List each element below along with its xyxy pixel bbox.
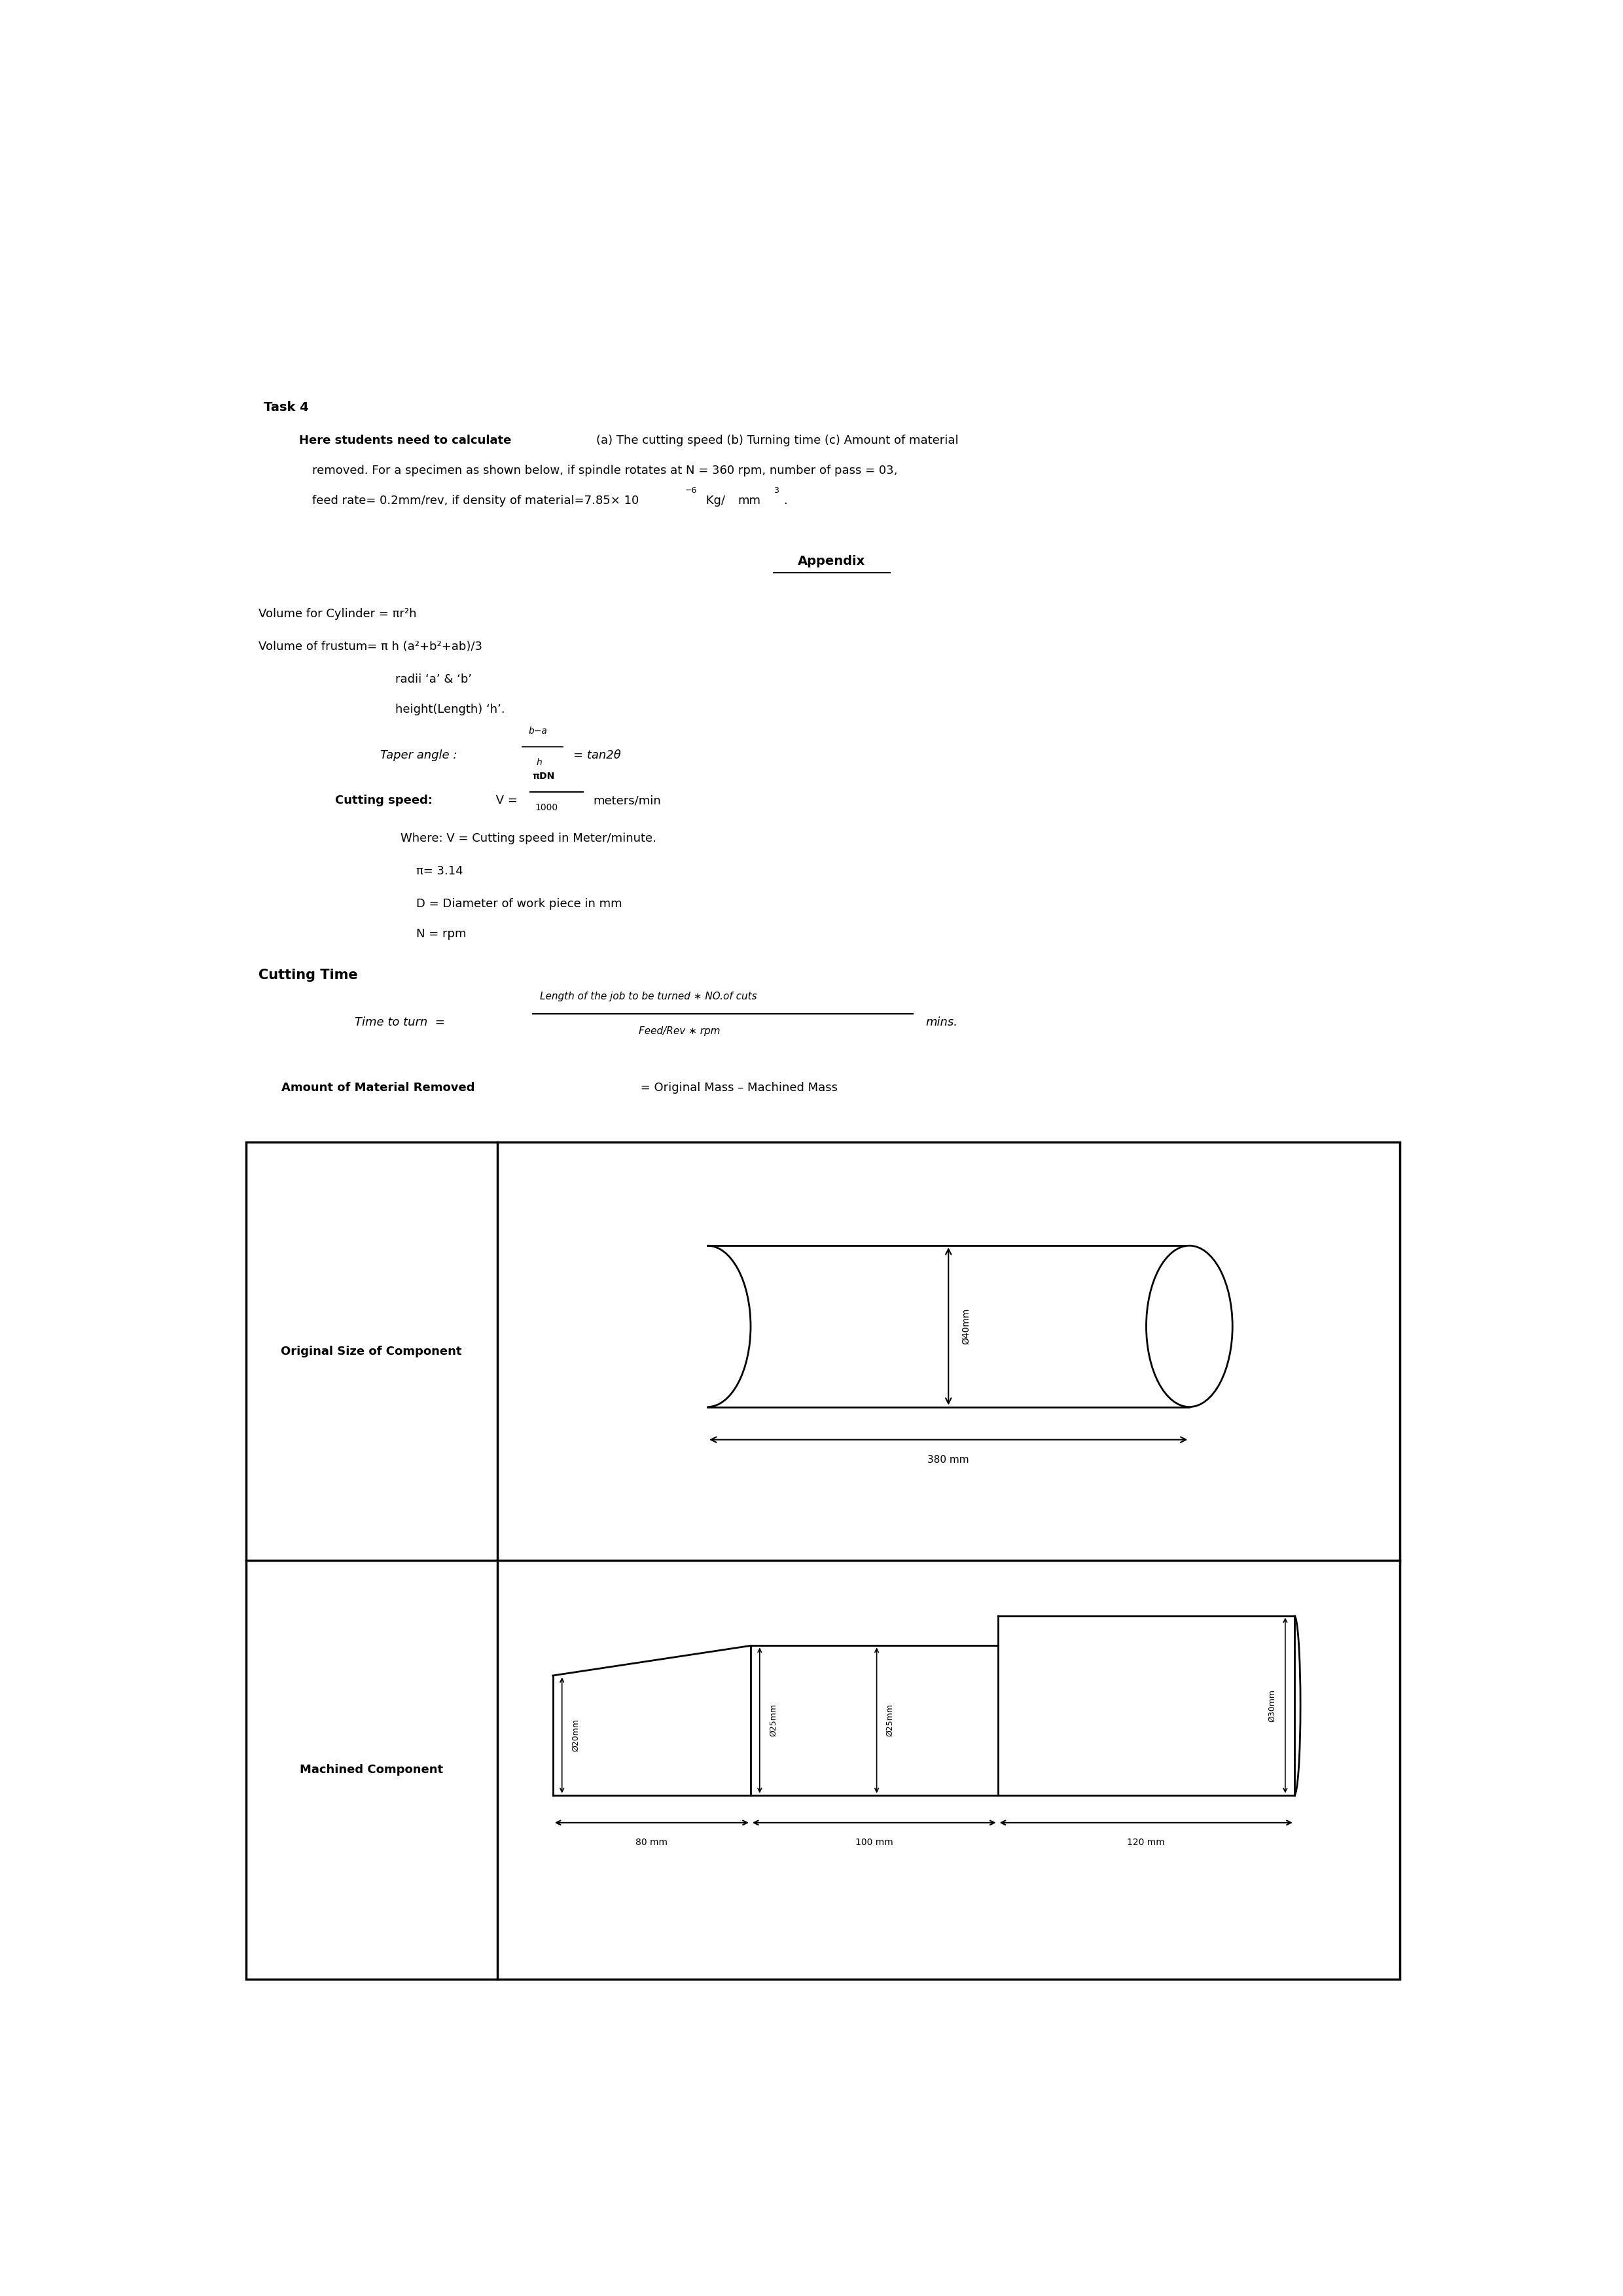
Text: Machined Component: Machined Component — [300, 1763, 443, 1775]
Text: removed. For a specimen as shown below, if spindle rotates at N = 360 rpm, numbe: removed. For a specimen as shown below, … — [312, 464, 898, 475]
Text: b−a: b−a — [529, 726, 547, 735]
Text: Task 4: Task 4 — [263, 402, 308, 413]
Text: = tan2θ: = tan2θ — [573, 748, 620, 760]
Text: Original Size of Component: Original Size of Component — [281, 1345, 463, 1357]
Text: Feed/Rev ∗ rpm: Feed/Rev ∗ rpm — [639, 1026, 721, 1035]
Text: πDN: πDN — [532, 771, 555, 781]
Text: V =: V = — [492, 794, 518, 806]
Text: 3: 3 — [774, 487, 779, 494]
Text: 1000: 1000 — [536, 804, 558, 813]
Text: height(Length) ‘h’.: height(Length) ‘h’. — [396, 705, 505, 716]
Text: mm: mm — [738, 494, 761, 507]
Text: Taper angle :: Taper angle : — [380, 748, 461, 760]
Ellipse shape — [1146, 1247, 1232, 1407]
Text: feed rate= 0.2mm/rev, if density of material=7.85× 10: feed rate= 0.2mm/rev, if density of mate… — [312, 494, 638, 507]
Text: (a) The cutting speed (b) Turning time (c) Amount of material: (a) The cutting speed (b) Turning time (… — [596, 434, 958, 445]
Text: mins.: mins. — [925, 1017, 958, 1029]
Text: Ø25mm: Ø25mm — [886, 1704, 894, 1736]
Text: Volume of frustum= π h (a²+b²+ab)/3: Volume of frustum= π h (a²+b²+ab)/3 — [258, 641, 482, 652]
Text: N = rpm: N = rpm — [415, 928, 466, 939]
Text: Ø30mm: Ø30mm — [1268, 1690, 1276, 1722]
Text: Time to turn  =: Time to turn = — [355, 1017, 445, 1029]
Text: Appendix: Appendix — [799, 556, 865, 567]
Text: Ø40mm: Ø40mm — [961, 1309, 971, 1345]
Text: Kg/: Kg/ — [703, 494, 725, 507]
Text: radii ‘a’ & ‘b’: radii ‘a’ & ‘b’ — [396, 673, 472, 687]
Text: .: . — [784, 494, 787, 507]
Text: Length of the job to be turned ∗ NO.of cuts: Length of the job to be turned ∗ NO.of c… — [540, 992, 758, 1001]
Text: h: h — [537, 758, 542, 767]
Text: D = Diameter of work piece in mm: D = Diameter of work piece in mm — [415, 898, 622, 909]
Text: Where: V = Cutting speed in Meter/minute.: Where: V = Cutting speed in Meter/minute… — [401, 833, 656, 845]
Text: Ø25mm: Ø25mm — [769, 1704, 777, 1736]
Text: 100 mm: 100 mm — [855, 1837, 893, 1846]
Text: 120 mm: 120 mm — [1126, 1837, 1165, 1846]
Text: −6: −6 — [685, 487, 696, 494]
Text: Ø20mm: Ø20mm — [571, 1720, 579, 1752]
Text: 80 mm: 80 mm — [636, 1837, 667, 1846]
Text: 380 mm: 380 mm — [928, 1456, 969, 1465]
Text: Volume for Cylinder = πr²h: Volume for Cylinder = πr²h — [258, 608, 417, 620]
Text: Amount of Material Removed: Amount of Material Removed — [281, 1081, 476, 1093]
Text: π= 3.14: π= 3.14 — [415, 866, 463, 877]
Text: Cutting Time: Cutting Time — [258, 969, 359, 983]
Bar — [247, 1143, 1399, 1979]
Text: meters/min: meters/min — [594, 794, 661, 806]
Text: = Original Mass – Machined Mass: = Original Mass – Machined Mass — [636, 1081, 837, 1093]
Text: Here students need to calculate: Here students need to calculate — [299, 434, 511, 445]
Text: Cutting speed:: Cutting speed: — [334, 794, 432, 806]
